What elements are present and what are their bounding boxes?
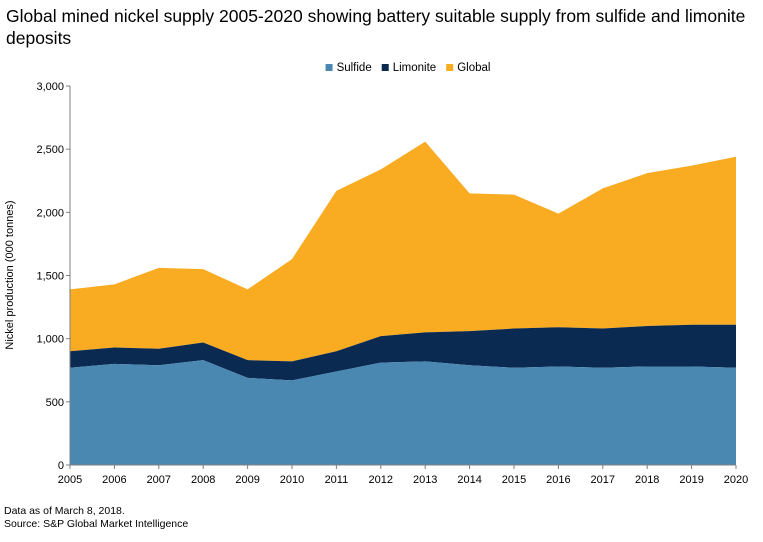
y-axis-title: Nickel production (000 tonnes) xyxy=(4,200,16,349)
footnote-source: Source: S&P Global Market Intelligence xyxy=(4,518,189,530)
x-tick-label: 2016 xyxy=(546,474,570,486)
y-tick-labels: 0 500 1,000 1,500 2,000 2,500 3,000 xyxy=(36,81,64,472)
footnote-date: Data as of March 8, 2018. xyxy=(4,505,125,517)
x-tick-label: 2009 xyxy=(235,474,259,486)
y-tick-label: 3,000 xyxy=(36,81,64,93)
legend-swatch-limonite xyxy=(381,64,389,71)
legend-label-global: Global xyxy=(457,62,490,74)
x-tick-label: 2018 xyxy=(635,474,659,486)
x-tick-label: 2012 xyxy=(369,474,393,486)
y-tick-label: 2,500 xyxy=(36,144,64,156)
x-tick-label: 2014 xyxy=(457,474,481,486)
y-tick-label: 1,000 xyxy=(36,334,64,346)
x-tick-label: 2017 xyxy=(591,474,615,486)
x-tick-label: 2019 xyxy=(679,474,703,486)
y-tick-label: 0 xyxy=(58,460,64,472)
y-tick-label: 500 xyxy=(46,397,64,409)
area-series-group xyxy=(70,141,736,465)
x-tick-label: 2015 xyxy=(502,474,526,486)
legend-swatch-global xyxy=(446,64,454,71)
x-tick-label: 2008 xyxy=(191,474,215,486)
area-global xyxy=(70,141,736,362)
x-tick-label: 2007 xyxy=(147,474,171,486)
x-tick-label: 2013 xyxy=(413,474,437,486)
x-tick-labels: 2005 2006 2007 2008 2009 2010 2011 2012 2013 2014… xyxy=(58,474,748,486)
area-sulfide xyxy=(70,360,736,465)
x-tick-label: 2010 xyxy=(280,474,304,486)
x-tick-label: 2005 xyxy=(58,474,82,486)
area-limonite xyxy=(70,324,736,381)
axes-group xyxy=(66,85,737,469)
x-tick-label: 2011 xyxy=(325,474,349,486)
x-tick-label: 2006 xyxy=(102,474,126,486)
legend-label-limonite: Limonite xyxy=(393,62,436,74)
legend: Sulfide Limonite Global xyxy=(325,62,490,74)
chart-title: Global mined nickel supply 2005-2020 sho… xyxy=(6,6,746,48)
y-tick-label: 2,000 xyxy=(36,207,64,219)
legend-swatch-sulfide xyxy=(325,64,333,71)
x-tick-label: 2020 xyxy=(724,474,748,486)
y-tick-label: 1,500 xyxy=(36,271,64,283)
legend-label-sulfide: Sulfide xyxy=(337,62,372,74)
